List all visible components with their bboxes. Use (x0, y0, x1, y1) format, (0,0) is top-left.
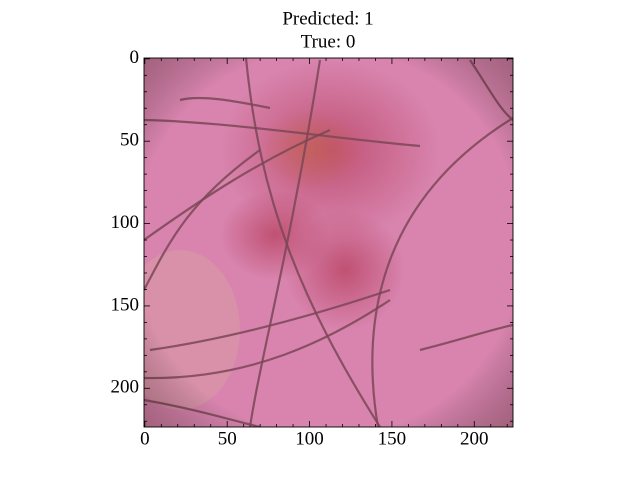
title-line: True: 0 (301, 31, 356, 52)
x-tick-label: 150 (378, 428, 407, 449)
y-tick-label: 100 (111, 212, 140, 233)
y-tick-label: 0 (130, 47, 140, 68)
x-tick-label: 100 (295, 428, 324, 449)
title-line: Predicted: 1 (282, 8, 373, 29)
y-tick-label: 50 (120, 130, 139, 151)
y-tick-label: 150 (111, 294, 140, 315)
x-tick-label: 50 (218, 428, 237, 449)
y-tick-label: 200 (111, 377, 140, 398)
image (144, 58, 513, 427)
axes-frame (143, 57, 514, 428)
x-tick-label: 0 (140, 428, 150, 449)
x-tick-label: 200 (460, 428, 489, 449)
